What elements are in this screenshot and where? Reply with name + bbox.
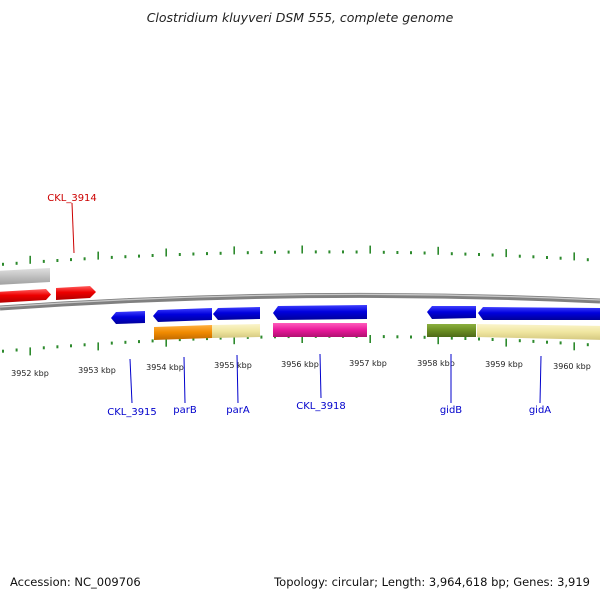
outer-tick-track	[2, 245, 589, 266]
gene-arrow-parb[interactable]	[153, 308, 212, 322]
accession-text: Accession: NC_009706	[10, 575, 141, 589]
gene-arrow-forward[interactable]	[0, 289, 51, 303]
inner-tick-track	[2, 334, 589, 356]
scale-label: 3959 kbp	[485, 360, 523, 369]
scale-label: 3955 kbp	[214, 361, 252, 370]
gene-label-ckl3915[interactable]: CKL_3915	[107, 407, 157, 418]
gene-label-para[interactable]: parA	[226, 405, 250, 416]
domain-bar-gidb-olive	[427, 324, 476, 337]
gene-arrow-para[interactable]	[213, 307, 260, 320]
leader-line-ckl3914	[71, 202, 75, 254]
gene-label-gidb[interactable]: gidB	[440, 405, 462, 416]
scale-label: 3958 kbp	[417, 359, 455, 368]
scale-label: 3954 kbp	[146, 363, 184, 372]
leader-line-para	[236, 354, 239, 404]
gene-label-ckl3918[interactable]: CKL_3918	[296, 401, 346, 412]
scale-label: 3960 kbp	[553, 362, 591, 371]
gene-arrow-ckl3914[interactable]	[56, 286, 96, 300]
domain-bar-parb-orange	[154, 325, 212, 340]
gene-label-ckl3914[interactable]: CKL_3914	[47, 193, 97, 204]
genome-backbone	[0, 292, 600, 311]
scale-label: 3957 kbp	[349, 359, 387, 368]
gene-arrow-gidb[interactable]	[427, 306, 476, 319]
scale-label: 3956 kbp	[281, 360, 319, 369]
leader-line-gida	[539, 355, 542, 404]
leader-line-ckl3915	[129, 358, 133, 404]
scale-label: 3953 kbp	[78, 366, 116, 375]
leader-line-ckl3918	[319, 353, 322, 399]
gene-arrow-ckl3918[interactable]	[273, 305, 367, 320]
domain-bar-ckl3918-pink	[273, 323, 367, 337]
gene-arrow-gida[interactable]	[478, 307, 600, 320]
genome-summary: Topology: circular; Length: 3,964,618 bp…	[274, 575, 590, 589]
gene-label-parb[interactable]: parB	[173, 405, 197, 416]
domain-bar-parb-yellow	[212, 324, 260, 338]
map-title: Clostridium kluyveri DSM 555, complete g…	[146, 10, 454, 25]
gene-label-gida[interactable]: gidA	[529, 405, 551, 416]
scale-label: 3952 kbp	[11, 369, 49, 378]
gene-arrow-ckl3915[interactable]	[111, 311, 145, 324]
domain-bar-gida-yellow	[477, 324, 600, 340]
other-feature-gray	[0, 268, 50, 285]
leader-line-parb	[183, 356, 186, 404]
genome-backbone-highlight	[0, 293, 600, 308]
